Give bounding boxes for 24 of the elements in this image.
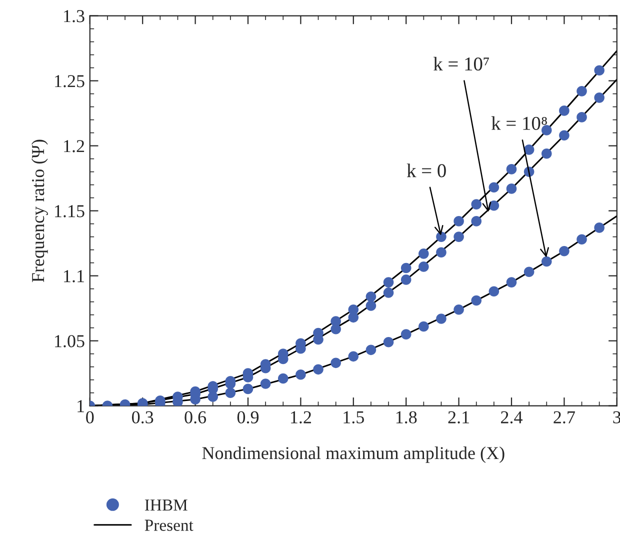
annotation: k = 10⁸ (491, 116, 547, 130)
x-tick-label: 1.8 (396, 411, 417, 424)
y-axis-title: Frequency ratio (Ψ) (31, 140, 48, 282)
legend-label: Present (144, 520, 194, 531)
x-axis-title: Nondimensional maximum amplitude (X) (202, 446, 504, 463)
y-tick-label: 1.05 (55, 335, 84, 348)
y-tick-label: 1 (78, 400, 84, 412)
y-tick-label: 1.2 (64, 140, 84, 152)
x-tick-label: 1.2 (291, 411, 311, 424)
x-tick-label: 0.3 (132, 411, 154, 424)
x-tick-label: 0.6 (184, 411, 206, 424)
y-tick-label: 1.3 (64, 10, 84, 22)
x-tick-label: 2.7 (554, 411, 575, 424)
legend-label: IHBM (144, 500, 188, 511)
x-tick-label: 0.9 (237, 411, 259, 424)
annotation: k = 0 (406, 164, 446, 178)
y-tick-label: 1.25 (55, 75, 84, 88)
x-tick-label: 2.1 (448, 411, 469, 424)
y-tick-label: 1.15 (55, 205, 84, 218)
annotation: k = 10⁷ (433, 56, 489, 71)
x-tick-label: 2.4 (501, 411, 523, 424)
y-tick-label: 1.1 (64, 270, 84, 282)
x-tick-label: 1.5 (344, 411, 364, 424)
x-tick-label: 0 (86, 411, 94, 424)
